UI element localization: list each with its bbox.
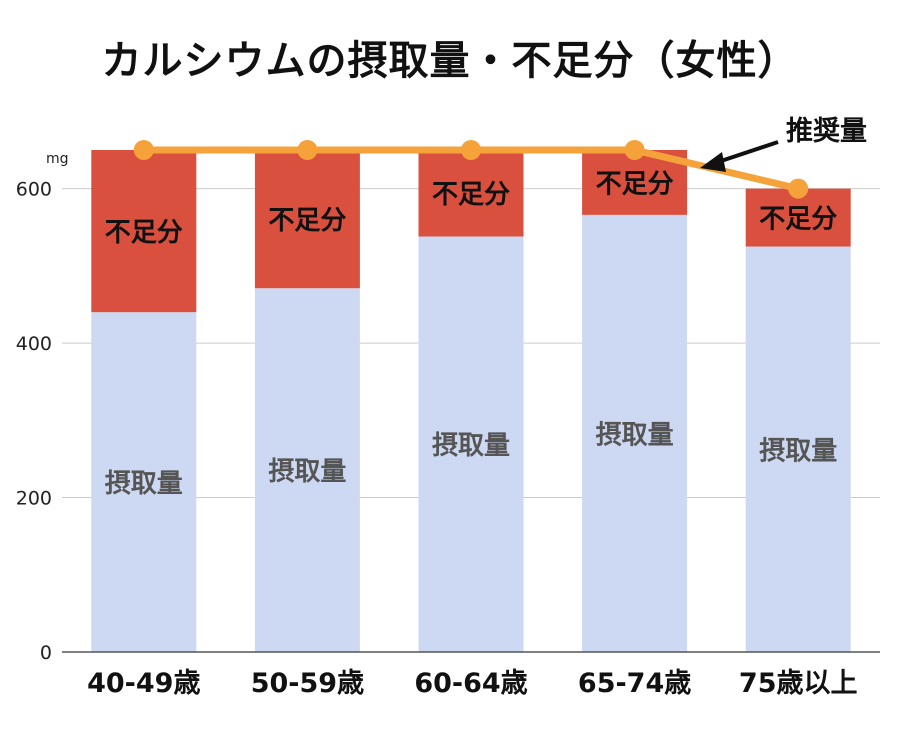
bar-intake	[745, 246, 851, 653]
annotation-label: 推奨量	[786, 116, 867, 147]
bar-intake-label: 摂取量	[596, 419, 674, 450]
bar-deficit-label: 不足分	[596, 169, 674, 199]
bar-deficit-label: 不足分	[268, 206, 346, 236]
bar-intake-label: 摂取量	[432, 430, 510, 461]
bar-deficit	[418, 150, 524, 237]
x-tick-label: 75歳以上	[739, 668, 858, 699]
line-point	[133, 140, 154, 160]
y-tick-label: 400	[16, 333, 52, 355]
bar-intake	[582, 214, 688, 652]
bar-intake-label: 摂取量	[268, 456, 346, 487]
y-tick-label: 600	[16, 179, 52, 201]
bar-intake-label: 摂取量	[759, 435, 837, 466]
chart-title: カルシウムの摂取量・不足分（女性）	[101, 38, 799, 84]
y-tick-label: 0	[40, 642, 52, 664]
x-tick-label: 65-74歳	[578, 668, 691, 699]
line-point	[788, 178, 809, 199]
bar-deficit	[91, 150, 197, 313]
y-unit-label: mg	[46, 151, 69, 167]
x-tick-label: 50-59歳	[251, 668, 364, 699]
line-point	[297, 140, 318, 160]
annotation-arrow	[700, 140, 779, 172]
bar-intake	[91, 312, 197, 652]
bar-intake	[254, 288, 360, 652]
y-tick-label: 200	[16, 488, 52, 510]
bar-deficit-label: 不足分	[432, 180, 510, 210]
x-tick-label: 60-64歳	[414, 668, 527, 699]
bar-deficit-label: 不足分	[105, 218, 183, 248]
bar-intake-label: 摂取量	[105, 468, 183, 499]
bar-deficit-label: 不足分	[759, 205, 837, 235]
line-point	[461, 140, 481, 160]
line-point	[624, 140, 645, 160]
annotation-arrow-head	[700, 152, 726, 172]
bar-intake	[418, 236, 524, 652]
x-tick-label: 40-49歳	[87, 668, 200, 699]
bar-deficit	[254, 150, 360, 289]
